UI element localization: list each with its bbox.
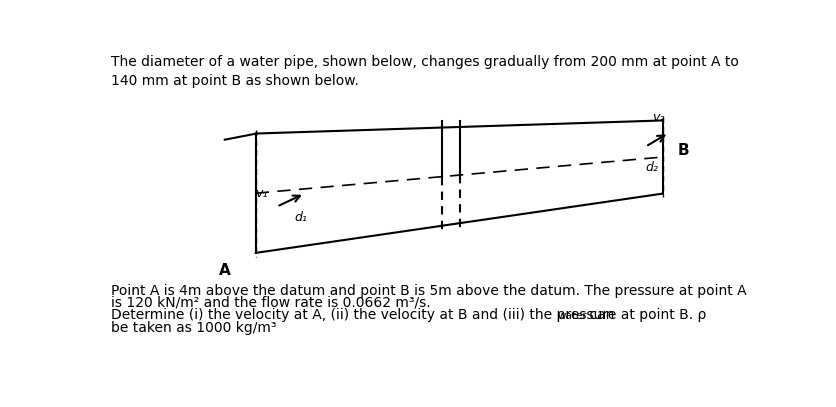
Text: v₂: v₂ xyxy=(651,111,663,124)
Text: B: B xyxy=(677,143,689,158)
Text: Determine (i) the velocity at A, (ii) the velocity at B and (iii) the pressure a: Determine (i) the velocity at A, (ii) th… xyxy=(110,308,706,322)
Text: A: A xyxy=(219,263,231,278)
Text: be taken as 1000 kg/m³: be taken as 1000 kg/m³ xyxy=(110,321,276,335)
Text: can: can xyxy=(584,308,614,322)
Text: d₁: d₁ xyxy=(294,211,307,224)
Text: Point A is 4m above the datum and point B is 5m above the datum. The pressure at: Point A is 4m above the datum and point … xyxy=(110,284,746,298)
Text: is 120 kN/m² and the flow rate is 0.0662 m³/s.: is 120 kN/m² and the flow rate is 0.0662… xyxy=(110,295,430,309)
Text: v₁: v₁ xyxy=(255,187,267,200)
Text: d₂: d₂ xyxy=(645,161,658,173)
Text: The diameter of a water pipe, shown below, changes gradually from 200 mm at poin: The diameter of a water pipe, shown belo… xyxy=(110,55,738,88)
Text: water: water xyxy=(558,311,587,321)
